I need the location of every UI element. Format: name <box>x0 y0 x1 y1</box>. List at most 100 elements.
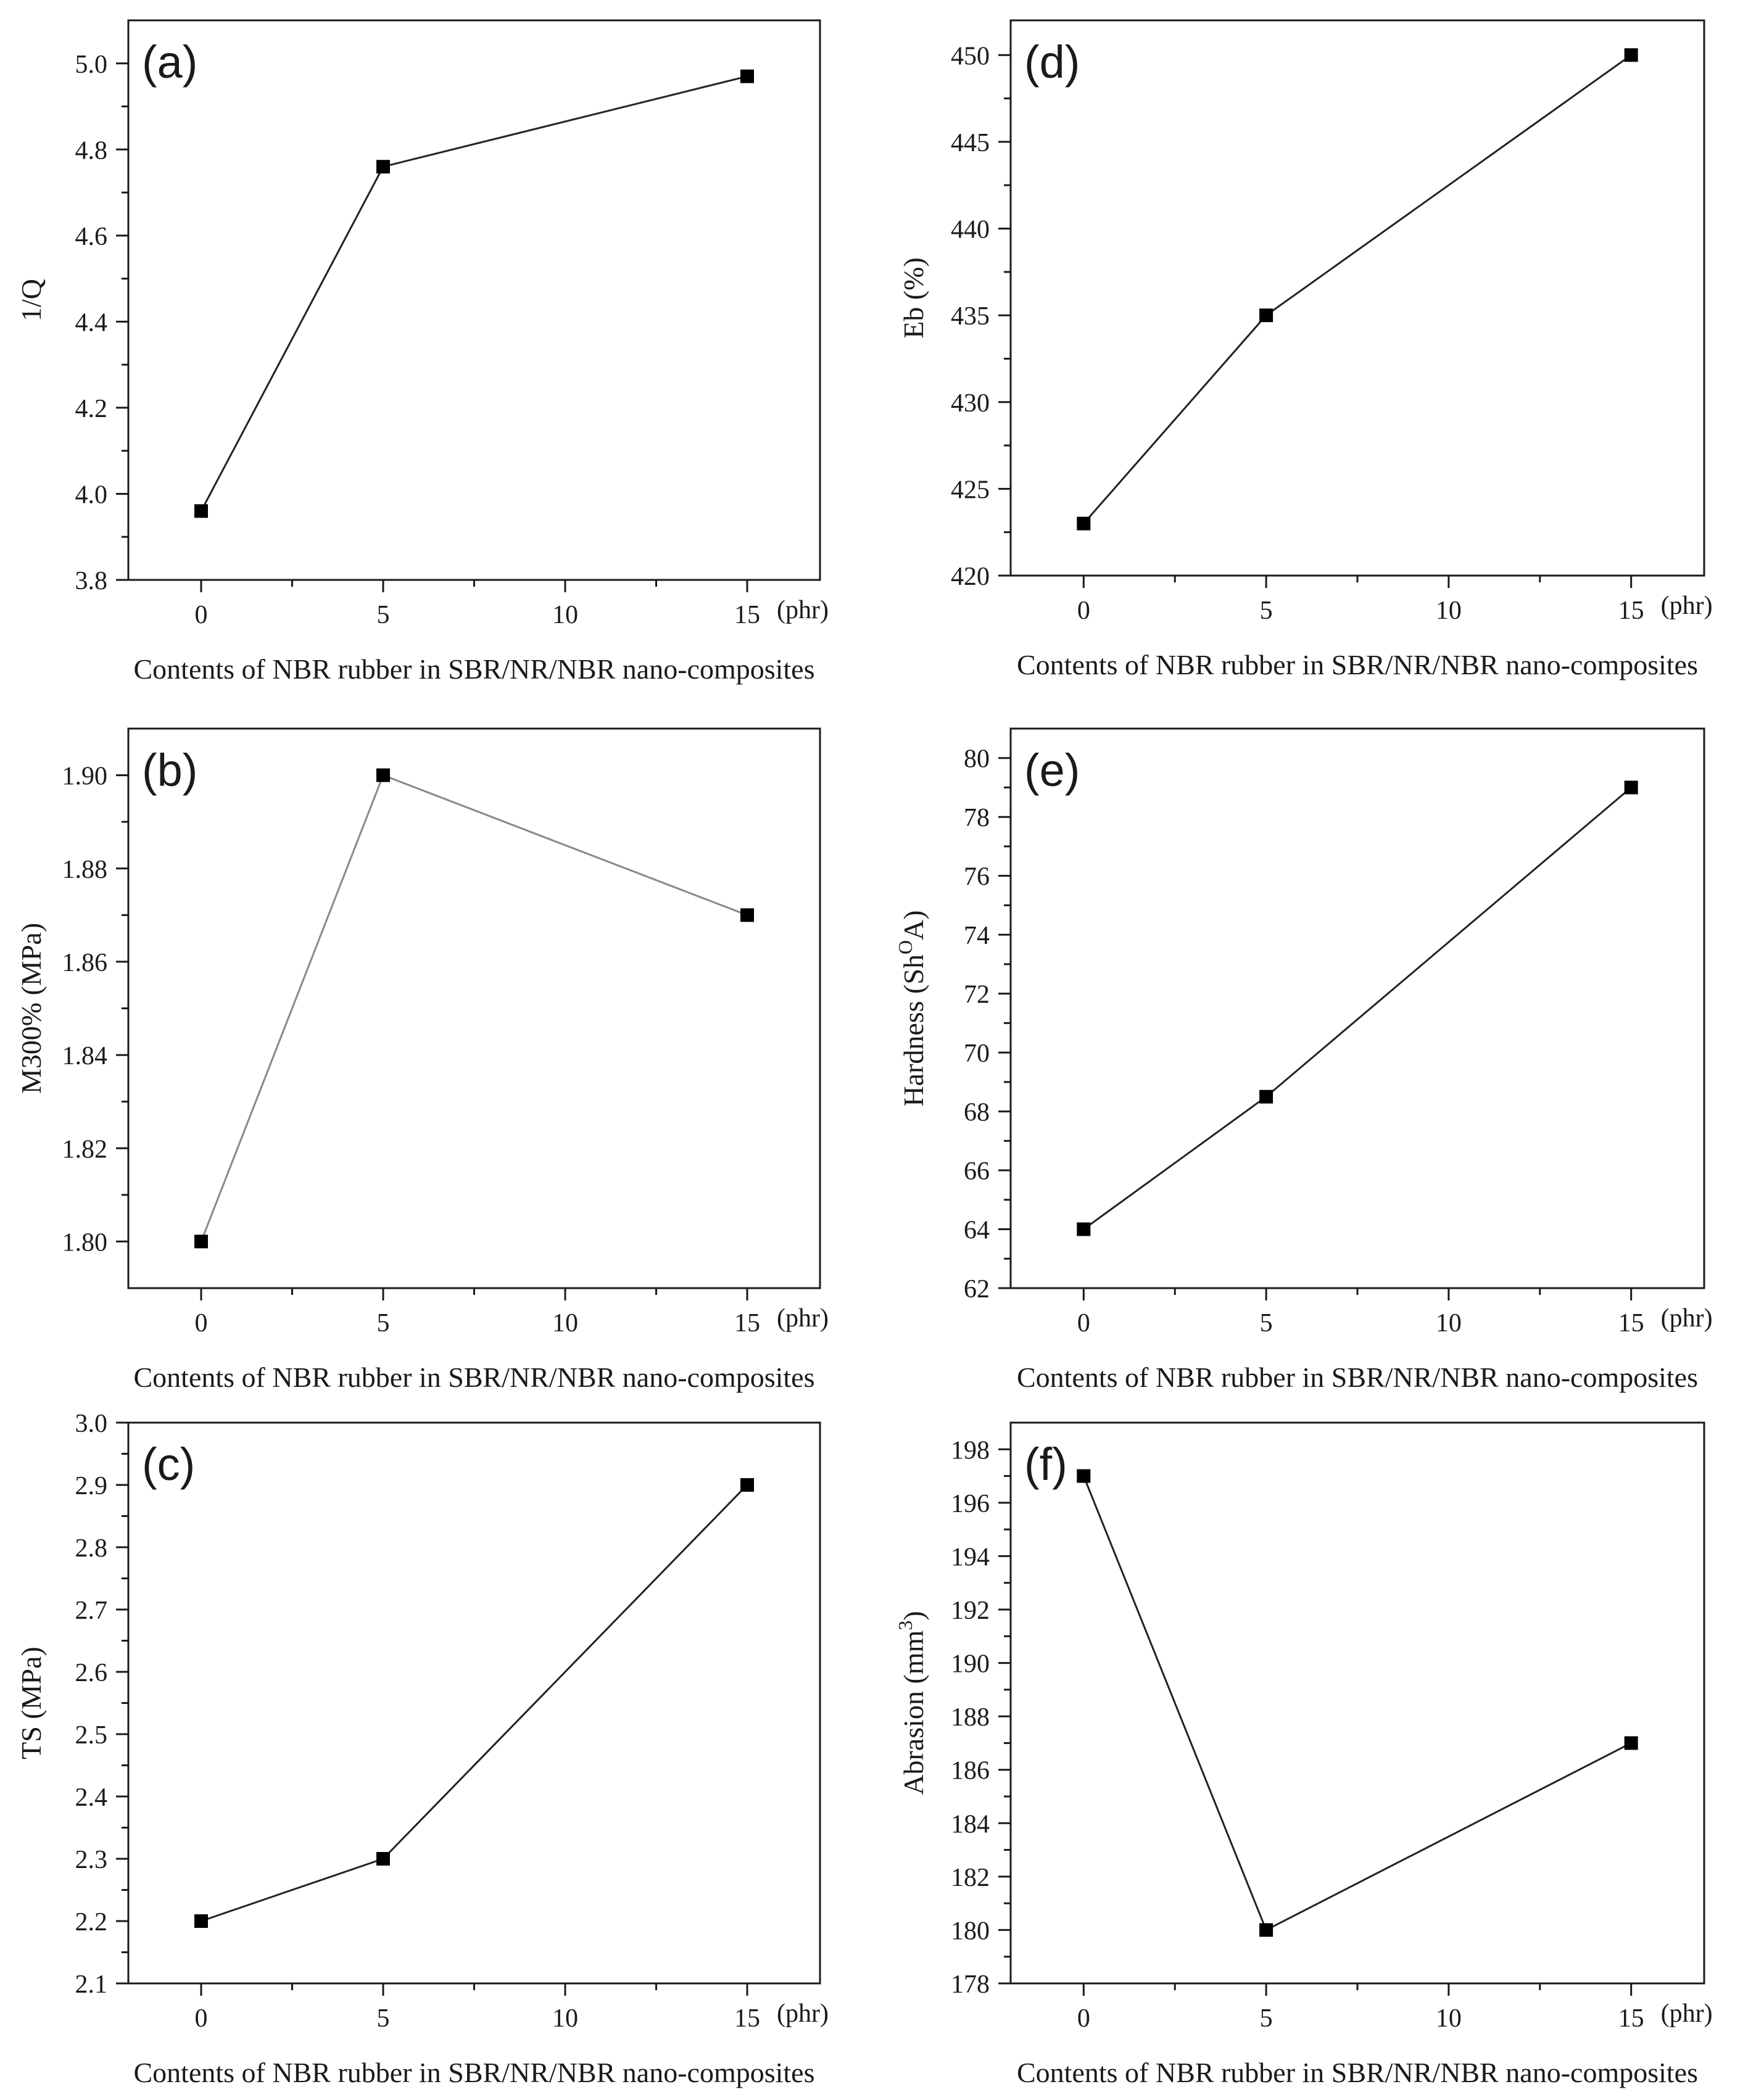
data-point-d <box>1624 48 1638 62</box>
y-tick-label-c: 2.6 <box>75 1659 108 1687</box>
y-tick-label-a: 4.4 <box>75 308 108 337</box>
y-tick-label-e: 68 <box>964 1099 990 1127</box>
y-tick-label-c: 2.9 <box>75 1472 108 1500</box>
x-axis-label-b: Contents of NBR rubber in SBR/NR/NBR nan… <box>134 1362 815 1393</box>
x-tick-label-d: 15 <box>1618 597 1644 625</box>
y-tick-label-b: 1.86 <box>62 949 108 977</box>
x-tick-label-b: 10 <box>552 1309 578 1337</box>
data-point-b <box>376 768 390 782</box>
x-tick-label-f: 0 <box>1077 2004 1090 2033</box>
data-point-f <box>1259 1923 1273 1937</box>
y-tick-label-c: 2.8 <box>75 1534 108 1563</box>
y-tick-label-d: 430 <box>951 389 990 418</box>
x-axis-label-c: Contents of NBR rubber in SBR/NR/NBR nan… <box>134 2057 815 2088</box>
data-point-c <box>376 1852 390 1866</box>
data-point-a <box>376 160 390 174</box>
y-tick-label-e: 76 <box>964 863 990 891</box>
y-tick-label-d: 435 <box>951 302 990 331</box>
y-axis-label-b: M300% (MPa) <box>15 923 47 1094</box>
x-unit-label-d: (phr) <box>1661 592 1713 620</box>
y-tick-label-f: 194 <box>951 1543 990 1571</box>
x-tick-label-a: 10 <box>552 601 578 629</box>
y-tick-label-e: 80 <box>964 745 990 774</box>
x-tick-label-c: 0 <box>195 2004 208 2033</box>
y-tick-label-a: 4.2 <box>75 395 108 423</box>
data-point-a <box>194 504 208 518</box>
x-tick-label-e: 10 <box>1436 1309 1462 1337</box>
y-tick-label-f: 188 <box>951 1703 990 1732</box>
y-tick-label-f: 198 <box>951 1436 990 1465</box>
data-point-d <box>1259 308 1273 323</box>
y-tick-label-f: 178 <box>951 1970 990 1999</box>
x-tick-label-c: 15 <box>734 2004 760 2033</box>
y-tick-label-f: 196 <box>951 1490 990 1518</box>
data-point-b <box>194 1234 208 1249</box>
y-tick-label-b: 1.80 <box>62 1228 108 1257</box>
x-tick-label-d: 0 <box>1077 597 1090 625</box>
x-tick-label-c: 10 <box>552 2004 578 2033</box>
plot-frame-c <box>127 1421 821 1985</box>
chart-panel-f: 178 180 182 184 186 188 190 192 194 196 198 0 5 10 15 (… <box>894 1421 1713 2088</box>
y-tick-label-a: 4.8 <box>75 136 108 165</box>
chart-panel-e: 62 64 66 68 70 72 74 76 78 80 0 5 10 15 (phr) Contents … <box>894 727 1713 1393</box>
x-tick-label-b: 5 <box>377 1309 390 1337</box>
y-tick-label-e: 70 <box>964 1040 990 1068</box>
x-tick-label-c: 5 <box>377 2004 390 2033</box>
x-tick-label-f: 15 <box>1618 2004 1644 2033</box>
x-unit-label-c: (phr) <box>777 1999 829 2028</box>
series-line-d <box>1083 54 1632 524</box>
y-tick-label-e: 72 <box>964 981 990 1009</box>
plot-frame-f <box>1009 1421 1705 1985</box>
x-tick-label-d: 5 <box>1260 597 1273 625</box>
data-point-b <box>740 908 754 922</box>
y-tick-label-b: 1.90 <box>62 763 108 791</box>
y-tick-label-f: 186 <box>951 1757 990 1785</box>
series-line-b <box>200 774 748 1242</box>
series-line-e <box>1083 787 1632 1230</box>
y-tick-label-b: 1.82 <box>62 1135 108 1164</box>
y-axis-label-c: TS (MPa) <box>15 1647 47 1759</box>
x-tick-label-d: 10 <box>1436 597 1462 625</box>
y-tick-label-e: 74 <box>964 922 990 950</box>
y-tick-label-d: 450 <box>951 42 990 70</box>
y-axis-label-a: 1/Q <box>15 279 47 321</box>
x-tick-label-f: 5 <box>1260 2004 1273 2033</box>
y-tick-label-c: 2.1 <box>75 1970 108 1999</box>
y-tick-label-f: 192 <box>951 1597 990 1625</box>
panel-label-a: (a) <box>142 36 197 88</box>
y-axis-label-f: Abrasion (mm3) <box>894 1611 929 1795</box>
chart-panel-d: 420 425 430 435 440 445 450 0 5 10 15 (phr) Contents… <box>898 19 1713 680</box>
x-tick-label-e: 0 <box>1077 1309 1090 1337</box>
y-tick-label-d: 440 <box>951 216 990 244</box>
plot-frame-b <box>127 727 821 1289</box>
plot-frame-d <box>1009 19 1705 577</box>
y-tick-label-c: 2.2 <box>75 1908 108 1937</box>
y-axis-label-e: Hardness (ShOA) <box>894 910 929 1106</box>
x-axis-label-d: Contents of NBR rubber in SBR/NR/NBR nan… <box>1017 649 1698 680</box>
data-point-d <box>1077 516 1091 531</box>
plot-frame-a <box>127 19 821 581</box>
x-unit-label-e: (phr) <box>1661 1304 1713 1333</box>
y-tick-label-b: 1.84 <box>62 1042 108 1070</box>
panel-label-c: (c) <box>142 1439 195 1490</box>
x-tick-label-b: 15 <box>734 1309 760 1337</box>
y-tick-label-f: 180 <box>951 1917 990 1945</box>
data-point-e <box>1259 1089 1273 1104</box>
chart-panel-c: 2.1 2.2 2.3 2.4 2.5 2.6 2.7 2.8 2.9 3.0 0 5 10 15 (phr… <box>15 1410 829 2088</box>
y-tick-label-f: 190 <box>951 1650 990 1679</box>
y-tick-label-d: 420 <box>951 563 990 591</box>
x-tick-label-f: 10 <box>1436 2004 1462 2033</box>
x-tick-label-e: 15 <box>1618 1309 1644 1337</box>
y-tick-label-e: 62 <box>964 1275 990 1304</box>
y-tick-label-d: 445 <box>951 129 990 157</box>
data-point-c <box>194 1914 208 1928</box>
panel-label-d: (d) <box>1024 36 1080 88</box>
data-point-e <box>1077 1222 1091 1236</box>
x-tick-label-b: 0 <box>195 1309 208 1337</box>
y-tick-label-a: 5.0 <box>75 51 108 79</box>
y-tick-label-a: 3.8 <box>75 567 108 595</box>
y-tick-label-c: 3.0 <box>75 1410 108 1438</box>
data-point-f <box>1077 1469 1091 1483</box>
x-axis-label-a: Contents of NBR rubber in SBR/NR/NBR nan… <box>134 653 815 685</box>
